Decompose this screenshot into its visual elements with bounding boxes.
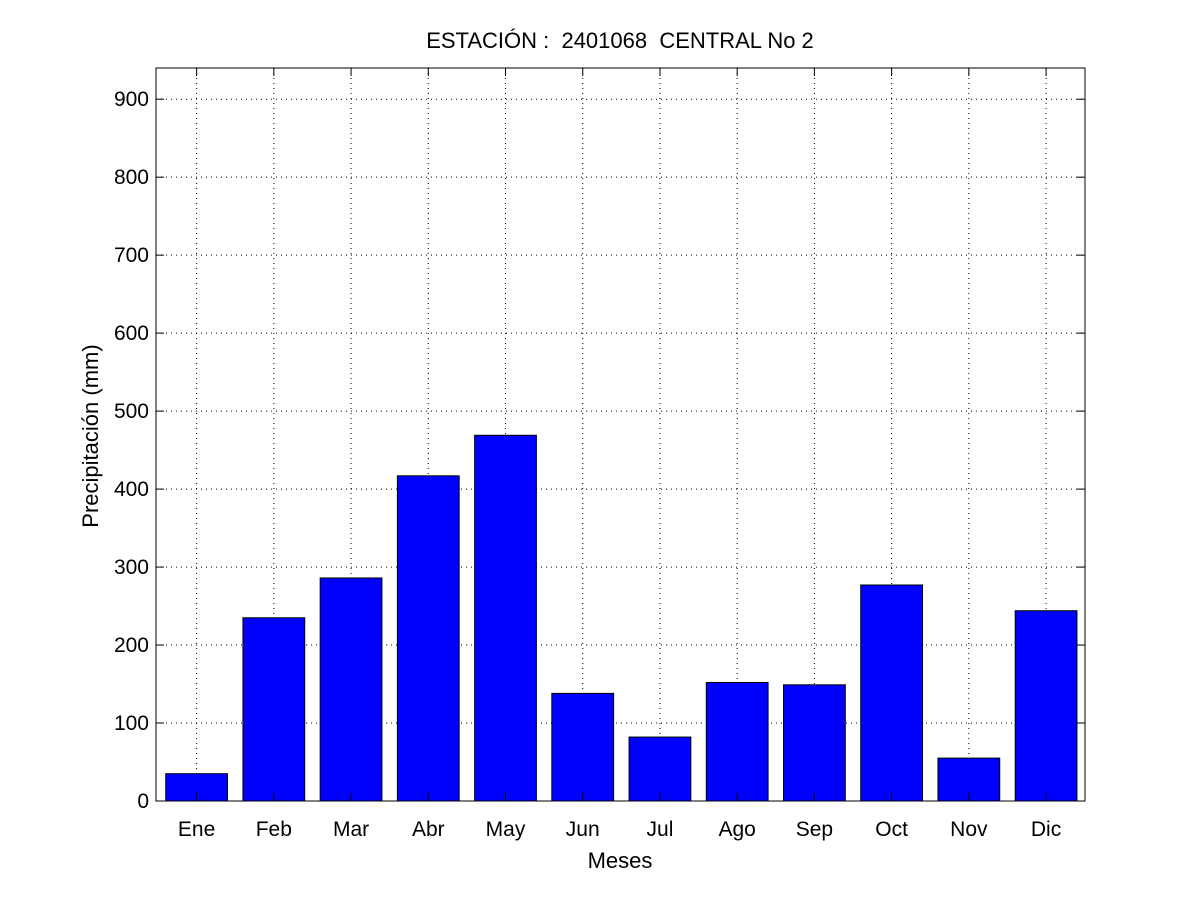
bar-ago (705, 681, 769, 802)
x-tick-label: Sep (796, 818, 833, 841)
bar-may (474, 434, 537, 802)
y-tick-label: 100 (114, 712, 149, 735)
x-tick-label: May (486, 818, 526, 841)
x-tick-label: Dic (1031, 818, 1061, 841)
y-tick-label: 200 (114, 634, 149, 657)
bar-dic (1014, 610, 1078, 802)
y-tick-label: 300 (114, 556, 149, 579)
x-tick-label: Nov (950, 818, 988, 841)
tick-marks (156, 68, 1085, 802)
bar-mar (319, 577, 383, 802)
x-tick-label: Jun (566, 818, 600, 841)
y-tick-label: 400 (114, 478, 149, 501)
x-tick-label: Feb (256, 818, 292, 841)
y-tick-labels: 0 100 200 300 400 500 600 700 800 900 (114, 88, 149, 813)
x-axis-label: Meses (588, 848, 653, 873)
bar-feb (242, 617, 306, 802)
bar-abr (396, 475, 460, 802)
x-tick-labels: Ene Feb Mar Abr May Jun Jul Ago Sep Oct Nov Dic (178, 818, 1061, 841)
x-tick-label: Ago (718, 818, 755, 841)
x-tick-label: Abr (412, 818, 445, 841)
y-tick-label: 0 (137, 790, 149, 813)
bar-oct (860, 584, 924, 802)
chart-title: ESTACIÓN : 2401068 CENTRAL No 2 (426, 28, 814, 53)
y-tick-label: 600 (114, 322, 149, 345)
y-tick-label: 500 (114, 400, 149, 423)
x-tick-label: Mar (333, 818, 369, 841)
y-axis-label: Precipitación (mm) (78, 344, 103, 527)
y-tick-label: 700 (114, 244, 149, 267)
axes-frame (155, 67, 1086, 802)
bar-jul (628, 736, 692, 802)
x-tick-label: Ene (178, 818, 215, 841)
y-tick-label: 800 (114, 166, 149, 189)
bar-sep (783, 684, 846, 802)
x-tick-label: Jul (647, 818, 674, 841)
bar-jun (551, 692, 615, 802)
bars (165, 434, 1078, 802)
y-tick-label: 900 (114, 88, 149, 111)
x-tick-label: Oct (875, 818, 908, 841)
